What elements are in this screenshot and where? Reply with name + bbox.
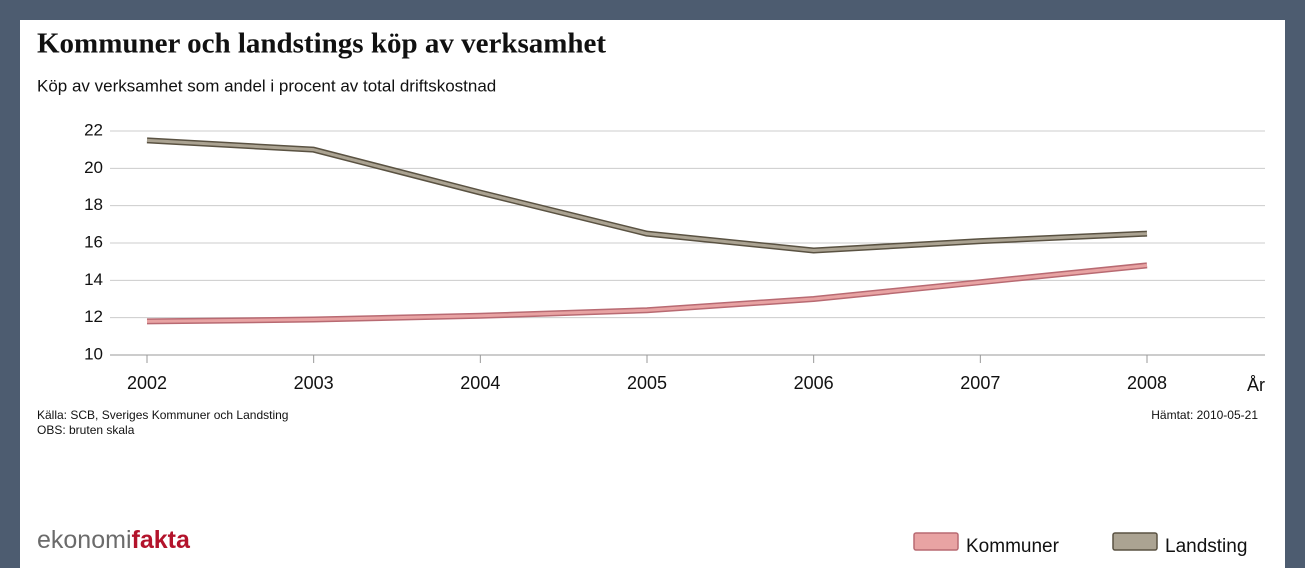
y-tick-label: 22 (84, 120, 103, 139)
x-tick-label: 2005 (627, 373, 667, 393)
x-axis-label: År (1247, 375, 1265, 395)
legend-label: Kommuner (966, 536, 1060, 557)
x-tick-label: 2006 (794, 373, 834, 393)
source: Källa: SCB, Sveriges Kommuner och Landst… (37, 408, 288, 422)
y-tick-label: 16 (84, 232, 103, 251)
y-tick-label: 10 (84, 344, 103, 363)
y-tick-label: 20 (84, 158, 103, 177)
chart-subtitle: Köp av verksamhet som andel i procent av… (37, 76, 496, 95)
chart-title: Kommuner och landstings köp av verksamhe… (37, 28, 606, 60)
y-tick-label: 14 (84, 270, 103, 289)
x-tick-label: 2008 (1127, 373, 1167, 393)
x-tick-label: 2007 (960, 373, 1000, 393)
x-tick-label: 2002 (127, 373, 167, 393)
logo-part: ekonomi (37, 526, 132, 554)
retrieved: Hämtat: 2010-05-21 (1151, 408, 1258, 422)
y-tick-label: 18 (84, 195, 103, 214)
series-line (146, 138, 1148, 252)
logo: ekonomifakta (37, 526, 191, 554)
series-line (146, 263, 1148, 323)
panel (20, 20, 1285, 568)
x-tick-label: 2004 (460, 373, 500, 393)
legend-label: Landsting (1165, 536, 1247, 557)
x-tick-label: 2003 (294, 373, 334, 393)
legend-swatch (1112, 532, 1158, 551)
y-tick-label: 12 (84, 307, 103, 326)
logo-part: fakta (132, 526, 191, 554)
legend-swatch (913, 532, 959, 551)
note: OBS: bruten skala (37, 423, 135, 437)
